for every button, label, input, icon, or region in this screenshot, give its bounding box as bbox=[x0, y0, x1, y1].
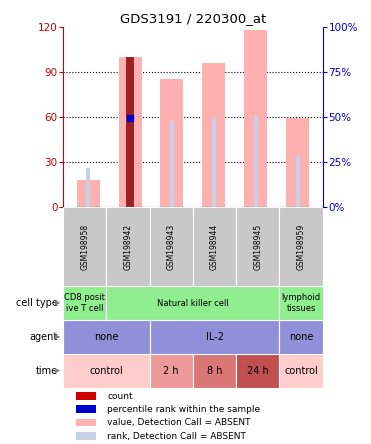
Bar bbox=[63, 286, 106, 320]
Text: 8 h: 8 h bbox=[207, 366, 222, 376]
Bar bbox=[193, 207, 236, 286]
Bar bbox=[119, 57, 142, 207]
Bar bbox=[106, 286, 279, 320]
Text: GSM198959: GSM198959 bbox=[297, 223, 306, 270]
Bar bbox=[279, 354, 323, 388]
Bar bbox=[279, 320, 323, 354]
Bar bbox=[279, 286, 323, 320]
Bar bbox=[296, 156, 300, 207]
Text: GSM198944: GSM198944 bbox=[210, 223, 219, 270]
Bar bbox=[106, 207, 150, 286]
Text: rank, Detection Call = ABSENT: rank, Detection Call = ABSENT bbox=[107, 432, 246, 440]
Bar bbox=[150, 320, 279, 354]
Text: GSM198958: GSM198958 bbox=[80, 223, 89, 270]
Bar bbox=[170, 121, 174, 207]
Text: GSM198943: GSM198943 bbox=[167, 223, 176, 270]
Bar bbox=[254, 115, 258, 207]
Bar bbox=[202, 63, 226, 207]
Text: Natural killer cell: Natural killer cell bbox=[157, 298, 229, 308]
Text: IL-2: IL-2 bbox=[206, 332, 224, 342]
Bar bbox=[63, 354, 150, 388]
Text: none: none bbox=[289, 332, 313, 342]
Text: control: control bbox=[284, 366, 318, 376]
Bar bbox=[244, 30, 267, 207]
Bar bbox=[286, 119, 309, 207]
Text: 24 h: 24 h bbox=[247, 366, 269, 376]
Bar bbox=[236, 354, 279, 388]
Bar bbox=[76, 432, 96, 440]
Bar bbox=[128, 119, 132, 207]
Bar bbox=[86, 168, 90, 207]
Bar bbox=[76, 405, 96, 413]
Text: percentile rank within the sample: percentile rank within the sample bbox=[107, 404, 260, 413]
Bar bbox=[161, 79, 184, 207]
Bar bbox=[126, 57, 134, 207]
Bar bbox=[212, 119, 216, 207]
Text: none: none bbox=[94, 332, 119, 342]
Bar bbox=[236, 207, 279, 286]
Text: lymphoid
tissues: lymphoid tissues bbox=[282, 293, 321, 313]
Text: GSM198942: GSM198942 bbox=[124, 223, 132, 270]
Bar bbox=[63, 207, 106, 286]
Bar bbox=[76, 419, 96, 426]
Bar bbox=[76, 392, 96, 400]
Text: 2 h: 2 h bbox=[164, 366, 179, 376]
Bar bbox=[150, 207, 193, 286]
Bar bbox=[63, 320, 150, 354]
Bar bbox=[150, 354, 193, 388]
Text: count: count bbox=[107, 392, 133, 400]
Text: CD8 posit
ive T cell: CD8 posit ive T cell bbox=[64, 293, 105, 313]
Text: agent: agent bbox=[30, 332, 58, 342]
Text: control: control bbox=[89, 366, 123, 376]
Bar bbox=[279, 207, 323, 286]
Text: cell type: cell type bbox=[16, 298, 58, 308]
Title: GDS3191 / 220300_at: GDS3191 / 220300_at bbox=[120, 12, 266, 25]
Text: time: time bbox=[36, 366, 58, 376]
Bar bbox=[77, 180, 100, 207]
Text: GSM198945: GSM198945 bbox=[253, 223, 262, 270]
Text: value, Detection Call = ABSENT: value, Detection Call = ABSENT bbox=[107, 418, 251, 427]
Bar bbox=[193, 354, 236, 388]
